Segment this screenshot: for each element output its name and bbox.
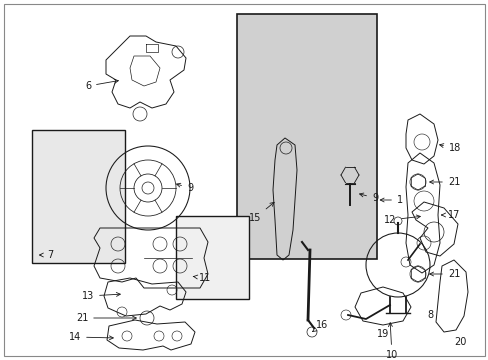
Text: 10: 10 (385, 323, 397, 360)
Text: 15: 15 (248, 202, 274, 223)
Text: 19: 19 (376, 329, 388, 339)
Text: 9: 9 (359, 193, 377, 203)
Bar (176, 216, 249, 299)
Text: 21: 21 (429, 177, 459, 187)
Text: 13: 13 (81, 291, 120, 301)
Text: 21: 21 (429, 269, 459, 279)
Text: 7: 7 (40, 250, 53, 260)
Text: 21: 21 (76, 313, 136, 323)
Bar (237, 14, 376, 259)
Text: 16: 16 (312, 320, 327, 332)
Text: 14: 14 (69, 332, 113, 342)
Text: 12: 12 (383, 215, 420, 225)
Text: 1: 1 (380, 195, 402, 205)
Bar (32, 130, 124, 263)
Text: 17: 17 (441, 210, 459, 220)
Text: 9: 9 (176, 183, 193, 193)
Text: 11: 11 (193, 273, 211, 283)
Text: 18: 18 (439, 143, 460, 153)
Text: 8: 8 (426, 310, 432, 320)
Text: 6: 6 (85, 80, 118, 91)
Text: 20: 20 (453, 337, 465, 347)
